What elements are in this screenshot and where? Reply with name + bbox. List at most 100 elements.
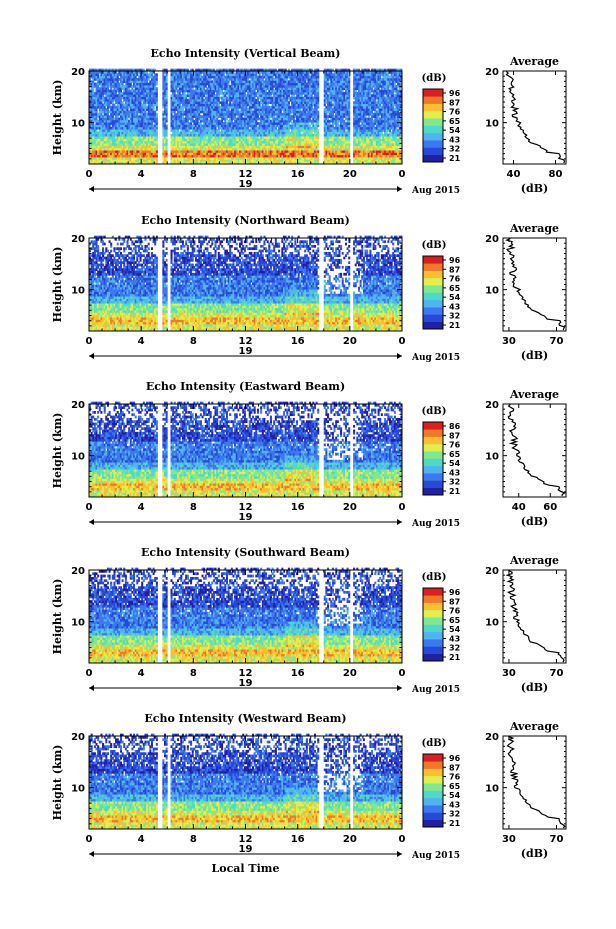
heatmap-cell [140,101,142,104]
heatmap-cell [218,129,220,132]
heatmap-cells [89,69,402,165]
heatmap-cell [348,120,350,123]
heatmap-cell [153,106,155,109]
heatmap-cell [156,150,158,153]
heatmap-cell [96,129,98,132]
heatmap-cell [348,129,350,132]
heatmap-cell [317,106,319,109]
heatmap-cell [317,136,319,139]
heatmap-cell [224,120,226,123]
heatmap-cell [156,145,158,148]
panel-title: Echo Intensity (Vertical Beam) [150,47,340,60]
heatmap-cell [156,101,158,104]
heatmap-cell [317,120,319,123]
heatmap-cell [112,115,114,118]
heatmap-cell [177,129,179,132]
heatmap-cell [343,129,345,132]
heatmap-cell [166,157,168,160]
heatmap-cell [317,157,319,160]
heatmap-cell [226,101,228,104]
heatmap-cell [368,115,370,118]
heatmap-cell [144,111,146,114]
heatmap-cell [197,120,199,123]
heatmap-cell [188,129,190,132]
heatmap-cell [241,115,243,118]
heatmap-cell [156,106,158,109]
heatmap-cell [122,101,124,104]
heatmap-cell [348,152,350,155]
heatmap-cell [215,127,217,130]
heatmap-cell [117,115,119,118]
heatmap-cell [112,101,114,104]
heatmap-cell [348,136,350,139]
heatmap-cell [288,129,290,132]
heatmap-cell [174,111,176,114]
heatmap-cell [156,127,158,130]
heatmap-cell [156,115,158,118]
heatmap-cell [317,115,319,118]
heatmap-cell [371,111,373,114]
heatmap-cell [389,129,391,132]
heatmap-cell [317,141,319,144]
heatmap-cell [348,145,350,148]
heatmap-cell [166,145,168,148]
heatmap-cell [156,152,158,155]
heatmap-cell [317,145,319,148]
heatmap-cell [257,115,259,118]
heatmap-cell [162,115,164,118]
heatmap-cell [221,120,223,123]
heatmap-cell [273,115,275,118]
heatmap-cell [330,101,332,104]
heatmap-cell [280,111,282,114]
heatmap-cell [395,127,397,130]
heatmap-cell [234,115,236,118]
heatmap-cell [246,106,248,109]
heatmap-cell [348,111,350,114]
heatmap-cell [166,136,168,139]
heatmap-cell [288,101,290,104]
heatmap-cell [317,150,319,153]
heatmap-cell [100,101,102,104]
heatmap-cell [316,127,318,130]
heatmap-cell [166,115,168,118]
heatmap-cell [156,129,158,132]
heatmap-cell [166,141,168,144]
heatmap-cell [317,129,319,132]
heatmap-cell [231,120,233,123]
heatmap-cell [166,106,168,109]
heatmap-cell [156,157,158,160]
heatmap-cell [96,111,98,114]
heatmap-cell [348,115,350,118]
heatmap-cell [187,120,189,123]
heatmap-cell [166,150,168,153]
heatmap-cell [348,106,350,109]
heatmap-cell [247,127,249,130]
heatmap-cell [348,141,350,144]
heatmap-cell [156,120,158,123]
heatmap-cell [397,111,399,114]
heatmap-cell [166,120,168,123]
heatmap-cell [348,127,350,130]
heatmap-cell [317,152,319,155]
heatmap-cell [156,136,158,139]
heatmap-cell [229,101,231,104]
heatmap-cell [255,120,257,123]
heatmap-cell [182,115,184,118]
heatmap-cell [317,111,319,114]
heatmap-cell [154,111,156,114]
heatmap-cell [330,106,332,109]
heatmap-cell [166,111,168,114]
heatmap-cell [317,101,319,104]
heatmap-cell [166,129,168,132]
figure: Echo Intensity (Vertical Beam)1020Height… [0,0,616,929]
heatmap-cell [166,127,168,130]
heatmap-cell [348,101,350,104]
heatmap-cell [275,127,277,130]
heatmap-cell [311,106,313,109]
heatmap-cell [365,115,367,118]
heatmap-cell [392,106,394,109]
heatmap-cell [166,101,168,104]
heatmap-cell [290,120,292,123]
heatmap-cell [343,120,345,123]
heatmap-cell [378,115,380,118]
